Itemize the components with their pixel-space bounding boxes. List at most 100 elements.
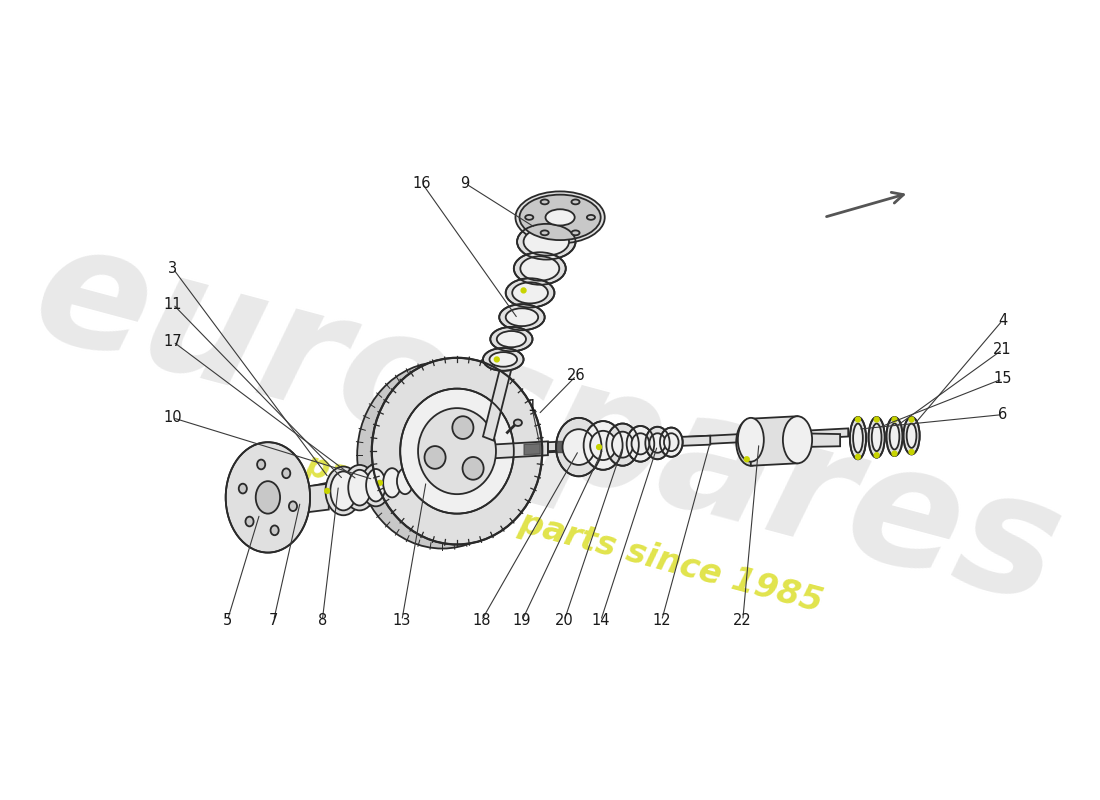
Polygon shape — [751, 416, 798, 466]
Ellipse shape — [850, 417, 866, 459]
Text: 19: 19 — [513, 614, 531, 628]
Text: eurospares: eurospares — [18, 210, 1078, 639]
Circle shape — [874, 453, 879, 458]
Circle shape — [856, 454, 860, 459]
Ellipse shape — [283, 469, 290, 478]
Ellipse shape — [520, 256, 559, 281]
Ellipse shape — [490, 352, 517, 366]
Text: 14: 14 — [592, 614, 609, 628]
Ellipse shape — [483, 348, 524, 370]
Circle shape — [856, 417, 860, 422]
Ellipse shape — [524, 228, 569, 255]
Ellipse shape — [239, 484, 246, 494]
Text: 18: 18 — [472, 614, 491, 628]
Ellipse shape — [516, 191, 605, 243]
Ellipse shape — [383, 468, 402, 498]
Polygon shape — [296, 484, 329, 514]
Ellipse shape — [330, 471, 356, 510]
Ellipse shape — [343, 465, 376, 510]
Circle shape — [596, 445, 602, 450]
Ellipse shape — [514, 419, 521, 426]
Ellipse shape — [736, 418, 766, 466]
Ellipse shape — [572, 230, 580, 235]
Circle shape — [909, 417, 914, 422]
Ellipse shape — [606, 423, 639, 466]
Circle shape — [874, 417, 879, 422]
Ellipse shape — [514, 252, 565, 285]
Text: 3: 3 — [168, 261, 177, 276]
Circle shape — [745, 457, 749, 462]
Ellipse shape — [906, 423, 916, 448]
Ellipse shape — [584, 421, 623, 470]
Text: 10: 10 — [164, 410, 183, 426]
Ellipse shape — [326, 466, 361, 515]
Ellipse shape — [738, 418, 763, 462]
Ellipse shape — [587, 215, 595, 220]
Text: 8: 8 — [318, 614, 327, 628]
Ellipse shape — [562, 430, 595, 465]
Ellipse shape — [497, 331, 526, 347]
Text: 1: 1 — [527, 399, 537, 414]
Text: 21: 21 — [993, 342, 1012, 357]
Ellipse shape — [506, 308, 538, 326]
Ellipse shape — [513, 282, 548, 303]
Ellipse shape — [631, 434, 649, 454]
Ellipse shape — [358, 362, 528, 549]
Polygon shape — [548, 436, 711, 451]
Polygon shape — [463, 429, 848, 457]
Text: a passion for parts since 1985: a passion for parts since 1985 — [270, 441, 826, 619]
Text: 22: 22 — [734, 614, 752, 628]
Text: 13: 13 — [393, 614, 411, 628]
Circle shape — [494, 357, 499, 362]
Circle shape — [909, 450, 914, 454]
Ellipse shape — [255, 481, 280, 514]
Polygon shape — [491, 442, 548, 458]
Text: 20: 20 — [554, 614, 573, 628]
Ellipse shape — [372, 358, 542, 545]
Circle shape — [892, 451, 896, 456]
Ellipse shape — [245, 517, 254, 526]
Ellipse shape — [627, 426, 654, 462]
Ellipse shape — [349, 470, 371, 506]
Ellipse shape — [525, 215, 533, 220]
Ellipse shape — [425, 446, 446, 469]
Ellipse shape — [366, 469, 386, 502]
Text: 4: 4 — [998, 313, 1008, 328]
Ellipse shape — [400, 389, 514, 514]
Polygon shape — [296, 457, 451, 499]
Ellipse shape — [418, 408, 496, 494]
Ellipse shape — [572, 199, 580, 204]
Circle shape — [521, 288, 526, 293]
Ellipse shape — [854, 423, 862, 453]
Ellipse shape — [887, 417, 903, 456]
Ellipse shape — [556, 418, 602, 476]
Ellipse shape — [397, 468, 414, 494]
Ellipse shape — [546, 210, 574, 226]
Text: 5: 5 — [222, 614, 232, 628]
Circle shape — [377, 480, 383, 486]
Ellipse shape — [783, 416, 812, 463]
Text: 16: 16 — [412, 176, 431, 190]
Ellipse shape — [519, 194, 601, 240]
Ellipse shape — [289, 502, 297, 511]
Text: 12: 12 — [652, 614, 671, 628]
Text: 7: 7 — [268, 614, 278, 628]
Ellipse shape — [649, 434, 666, 453]
Text: 9: 9 — [461, 176, 470, 190]
Ellipse shape — [890, 423, 900, 450]
Ellipse shape — [664, 434, 679, 451]
Ellipse shape — [590, 431, 616, 460]
Ellipse shape — [271, 526, 278, 535]
Text: 6: 6 — [998, 407, 1008, 422]
Text: 26: 26 — [566, 368, 585, 383]
Text: 15: 15 — [993, 371, 1012, 386]
Ellipse shape — [540, 230, 549, 235]
Ellipse shape — [257, 460, 265, 470]
Ellipse shape — [517, 224, 575, 259]
Polygon shape — [798, 434, 840, 447]
Ellipse shape — [903, 417, 920, 454]
Polygon shape — [483, 226, 547, 441]
Ellipse shape — [612, 432, 634, 458]
Ellipse shape — [540, 199, 549, 204]
Ellipse shape — [378, 463, 406, 502]
